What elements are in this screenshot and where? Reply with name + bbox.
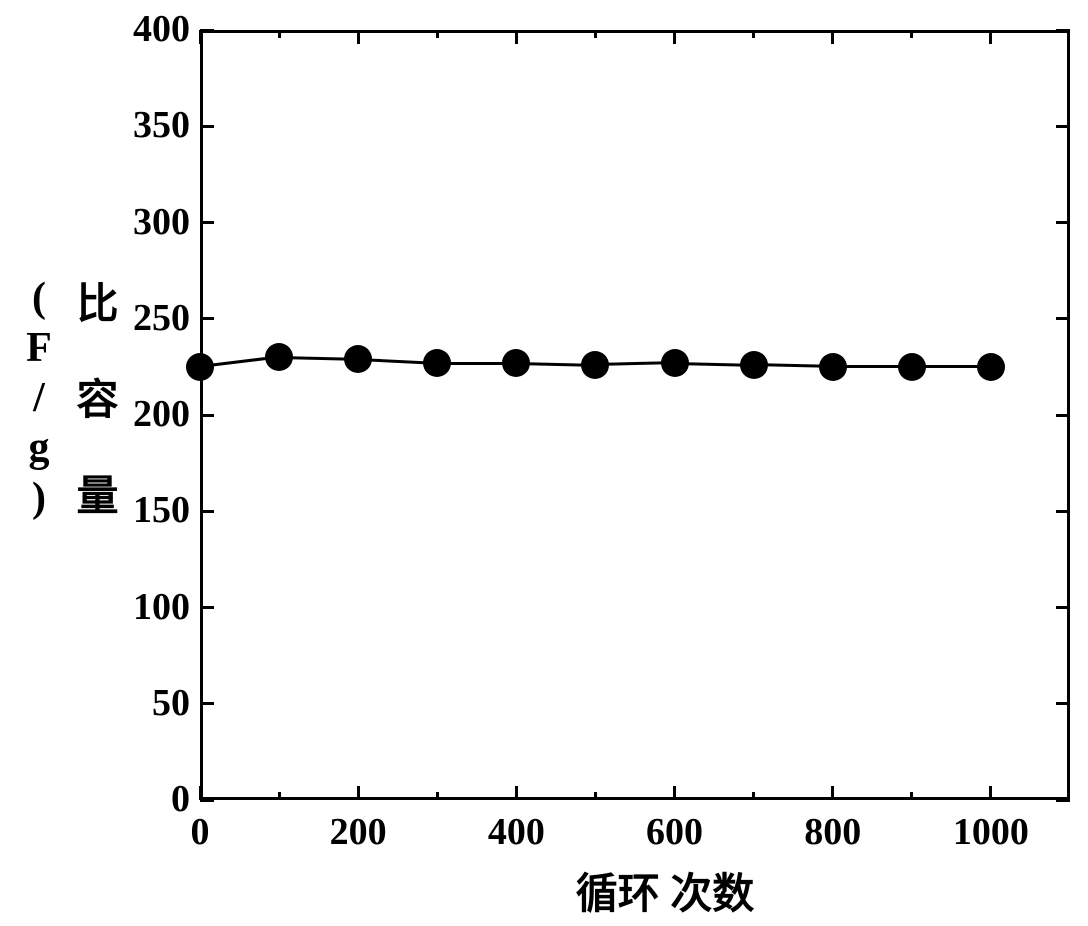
y-tick-mark-right [1056, 29, 1070, 32]
x-tick-mark [357, 786, 360, 800]
data-point [898, 353, 926, 381]
y-tick-mark [200, 414, 214, 417]
data-point [581, 351, 609, 379]
x-tick-label: 0 [140, 810, 260, 854]
x-minor-tick-mark-top [594, 30, 597, 38]
y-tick-mark-right [1056, 317, 1070, 320]
y-tick-label: 350 [90, 103, 190, 147]
y-tick-label: 100 [90, 585, 190, 629]
x-tick-mark [831, 786, 834, 800]
x-tick-mark-top [989, 30, 992, 44]
x-tick-mark-top [831, 30, 834, 44]
y-tick-mark-right [1056, 125, 1070, 128]
y-tick-mark-right [1056, 414, 1070, 417]
x-tick-label: 400 [456, 810, 576, 854]
x-tick-mark-top [199, 30, 202, 44]
x-minor-tick-mark-top [278, 30, 281, 38]
y-tick-mark [200, 510, 214, 513]
y-tick-label: 200 [90, 392, 190, 436]
y-tick-mark [200, 606, 214, 609]
x-tick-mark-top [515, 30, 518, 44]
x-tick-label: 1000 [931, 810, 1051, 854]
data-point [344, 345, 372, 373]
x-tick-mark [673, 786, 676, 800]
data-point [819, 353, 847, 381]
data-point [661, 349, 689, 377]
x-tick-mark [515, 786, 518, 800]
y-tick-mark-right [1056, 799, 1070, 802]
x-tick-label: 800 [773, 810, 893, 854]
y-tick-mark-right [1056, 510, 1070, 513]
x-minor-tick-mark [594, 792, 597, 800]
data-point [502, 349, 530, 377]
y-tick-mark [200, 702, 214, 705]
x-minor-tick-mark [436, 792, 439, 800]
y-tick-mark [200, 317, 214, 320]
x-minor-tick-mark [752, 792, 755, 800]
plot-area [200, 30, 1070, 800]
x-minor-tick-mark [278, 792, 281, 800]
x-tick-mark [989, 786, 992, 800]
x-minor-tick-mark-top [436, 30, 439, 38]
data-point [265, 343, 293, 371]
data-point [186, 353, 214, 381]
y-tick-mark-right [1056, 702, 1070, 705]
y-tick-label: 150 [90, 488, 190, 532]
x-tick-mark-top [673, 30, 676, 44]
x-tick-mark-top [357, 30, 360, 44]
y-tick-label: 250 [90, 296, 190, 340]
y-tick-mark-right [1056, 221, 1070, 224]
y-tick-mark [200, 799, 214, 802]
x-minor-tick-mark-top [910, 30, 913, 38]
y-tick-mark-right [1056, 606, 1070, 609]
x-minor-tick-mark [910, 792, 913, 800]
data-point [423, 349, 451, 377]
x-tick-label: 600 [615, 810, 735, 854]
y-tick-mark [200, 221, 214, 224]
chart-container: 比 容 量 (F/g) 循环 次数 0501001502002503003504… [0, 0, 1088, 926]
x-minor-tick-mark-top [752, 30, 755, 38]
y-tick-label: 300 [90, 200, 190, 244]
x-axis-label: 循环 次数 [515, 860, 815, 921]
y-tick-label: 400 [90, 7, 190, 51]
y-tick-mark [200, 125, 214, 128]
y-tick-label: 50 [90, 681, 190, 725]
data-point [740, 351, 768, 379]
data-point [977, 353, 1005, 381]
x-tick-mark [199, 786, 202, 800]
x-tick-label: 200 [298, 810, 418, 854]
y-tick-mark [200, 29, 214, 32]
